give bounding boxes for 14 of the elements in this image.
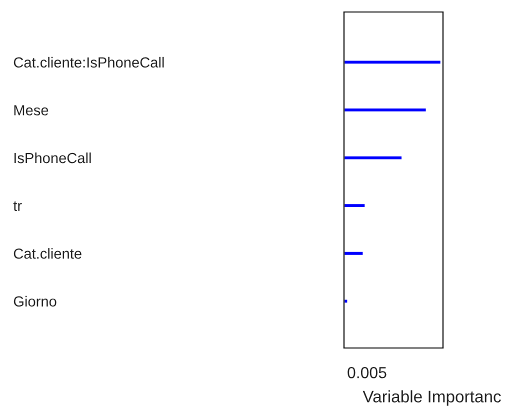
text: 0.005 — [348, 366, 386, 378]
y-tick-label: Mese — [14, 105, 48, 116]
bar — [344, 298, 349, 304]
y-tick-label: IsPhoneCall — [14, 152, 91, 164]
bar — [344, 59, 442, 66]
bar — [344, 154, 403, 161]
bar — [344, 202, 366, 208]
y-tick-label: Cat.cliente:IsPhoneCall — [14, 56, 164, 68]
x-axis-title: Variable Importanc — [362, 390, 501, 406]
bar — [344, 107, 428, 113]
y-tick-label: Giorno — [14, 296, 56, 307]
bar — [344, 250, 364, 256]
y-tick-label: tr — [13, 201, 22, 211]
y-tick-label: Cat.cliente — [14, 248, 82, 259]
